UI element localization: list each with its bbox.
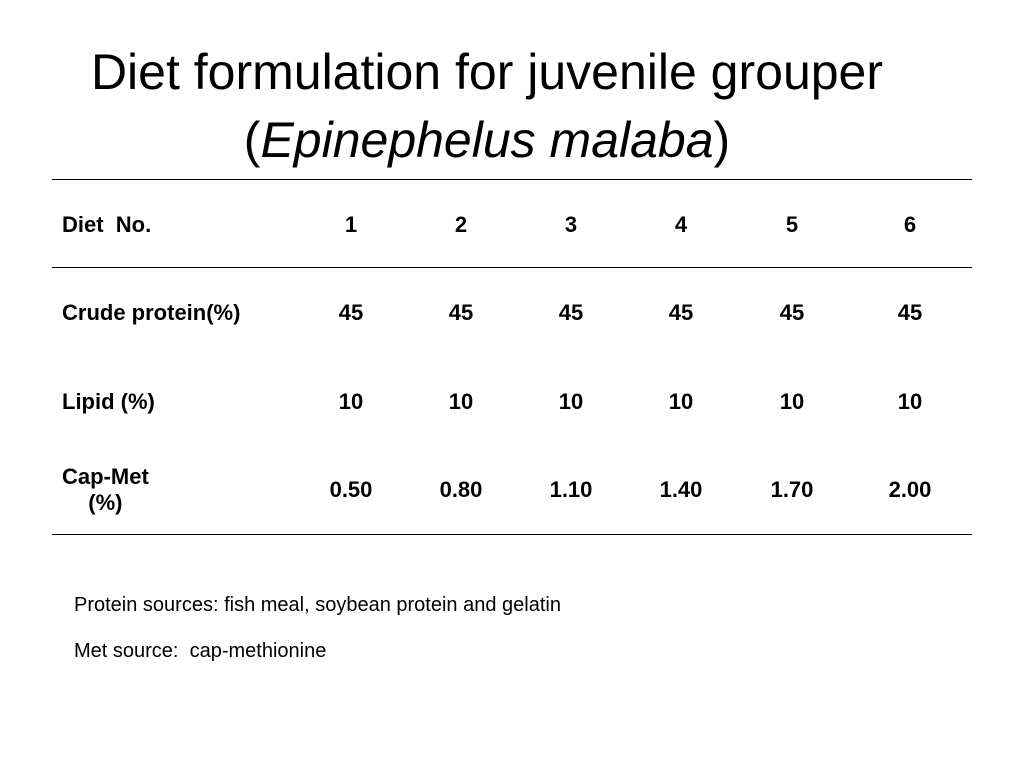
table-cell: 1.70 xyxy=(770,477,814,502)
table-cell: 0.50 xyxy=(329,477,373,502)
table-cell: 0.80 xyxy=(439,477,483,502)
header-cell: 6 xyxy=(903,212,917,237)
title-line: Diet formulation for juvenile grouper xyxy=(90,44,884,100)
header-cell: 3 xyxy=(564,212,578,237)
table-cell: 2.00 xyxy=(888,477,932,502)
table-cell: 45 xyxy=(558,300,584,325)
row-label: Cap-Met (%) xyxy=(62,464,149,516)
header-cell: 1 xyxy=(344,212,358,237)
table-cell: 45 xyxy=(338,300,364,325)
table-cell: 10 xyxy=(779,389,805,414)
table-cell: 45 xyxy=(448,300,474,325)
table-cell: 10 xyxy=(897,389,923,414)
row-label-line: (%) xyxy=(88,490,123,515)
table-cell: 10 xyxy=(668,389,694,414)
table-cell: 10 xyxy=(338,389,364,414)
table-rule xyxy=(52,179,972,180)
header-cell: 4 xyxy=(674,212,688,237)
row-label: Diet No. xyxy=(62,212,152,237)
species: Epinephelus malaba xyxy=(260,112,714,168)
table-rule xyxy=(52,267,972,268)
table-cell: 1.40 xyxy=(659,477,703,502)
table-cell: 45 xyxy=(897,300,923,325)
row-label: Crude protein(%) xyxy=(62,300,240,326)
row-label: Lipid (%) xyxy=(62,389,155,415)
title-line: (Epinephelus malaba) xyxy=(0,110,974,170)
note: Met source: cap-methionine xyxy=(74,640,327,662)
header-cell: 5 xyxy=(785,212,799,237)
header-cell: 2 xyxy=(454,212,468,237)
table-cell: 45 xyxy=(779,300,805,325)
row-label-line: Crude protein(%) xyxy=(62,300,241,325)
table-cell: 10 xyxy=(558,389,584,414)
note: Protein sources: fish meal, soybean prot… xyxy=(74,594,561,616)
paren: ( xyxy=(243,112,261,168)
table-cell: 1.10 xyxy=(549,477,593,502)
table-cell: 10 xyxy=(448,389,474,414)
row-label-line: Cap-Met xyxy=(62,464,149,489)
table-cell: 45 xyxy=(668,300,694,325)
row-label-line: Lipid (%) xyxy=(62,389,155,414)
paren: ) xyxy=(713,112,731,168)
table-rule xyxy=(52,534,972,535)
